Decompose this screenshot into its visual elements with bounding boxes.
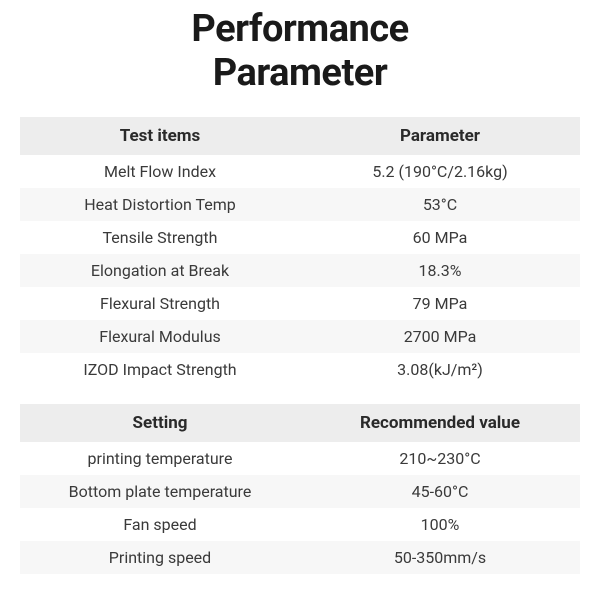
table-row: Flexural Strength 79 MPa [20,287,580,320]
table-row: Heat Distortion Temp 53°C [20,188,580,221]
page: Performance Parameter Test items Paramet… [0,0,600,574]
title-line-1: Performance [191,7,408,51]
cell-label: Bottom plate temperature [20,475,300,508]
col-header-test-items: Test items [20,117,300,155]
cell-value: 210~230°C [300,442,580,475]
cell-value: 5.2 (190°C/2.16kg) [300,155,580,188]
table-row: Elongation at Break 18.3% [20,254,580,287]
cell-label: Flexural Strength [20,287,300,320]
col-header-setting: Setting [20,404,300,442]
cell-label: Melt Flow Index [20,155,300,188]
page-title: Performance Parameter [20,8,580,95]
cell-label: printing temperature [20,442,300,475]
table-row: Printing speed 50-350mm/s [20,541,580,574]
table-row: Melt Flow Index 5.2 (190°C/2.16kg) [20,155,580,188]
cell-value: 18.3% [300,254,580,287]
cell-label: Flexural Modulus [20,320,300,353]
cell-value: 53°C [300,188,580,221]
table-header-row: Test items Parameter [20,117,580,155]
cell-label: IZOD Impact Strength [20,353,300,386]
cell-label: Fan speed [20,508,300,541]
cell-value: 50-350mm/s [300,541,580,574]
cell-label: Elongation at Break [20,254,300,287]
col-header-recommended: Recommended value [300,404,580,442]
cell-value: 3.08(kJ/m²) [300,353,580,386]
title-line-2: Parameter [213,51,388,95]
cell-value: 100% [300,508,580,541]
settings-table: Setting Recommended value printing tempe… [20,404,580,574]
table-row: Flexural Modulus 2700 MPa [20,320,580,353]
table-row: Tensile Strength 60 MPa [20,221,580,254]
cell-label: Tensile Strength [20,221,300,254]
cell-value: 60 MPa [300,221,580,254]
cell-value: 79 MPa [300,287,580,320]
cell-value: 45-60°C [300,475,580,508]
table-row: Fan speed 100% [20,508,580,541]
col-header-parameter: Parameter [300,117,580,155]
table-row: Bottom plate temperature 45-60°C [20,475,580,508]
cell-label: Heat Distortion Temp [20,188,300,221]
table-row: IZOD Impact Strength 3.08(kJ/m²) [20,353,580,386]
table-header-row: Setting Recommended value [20,404,580,442]
table-row: printing temperature 210~230°C [20,442,580,475]
cell-value: 2700 MPa [300,320,580,353]
test-items-table: Test items Parameter Melt Flow Index 5.2… [20,117,580,386]
cell-label: Printing speed [20,541,300,574]
